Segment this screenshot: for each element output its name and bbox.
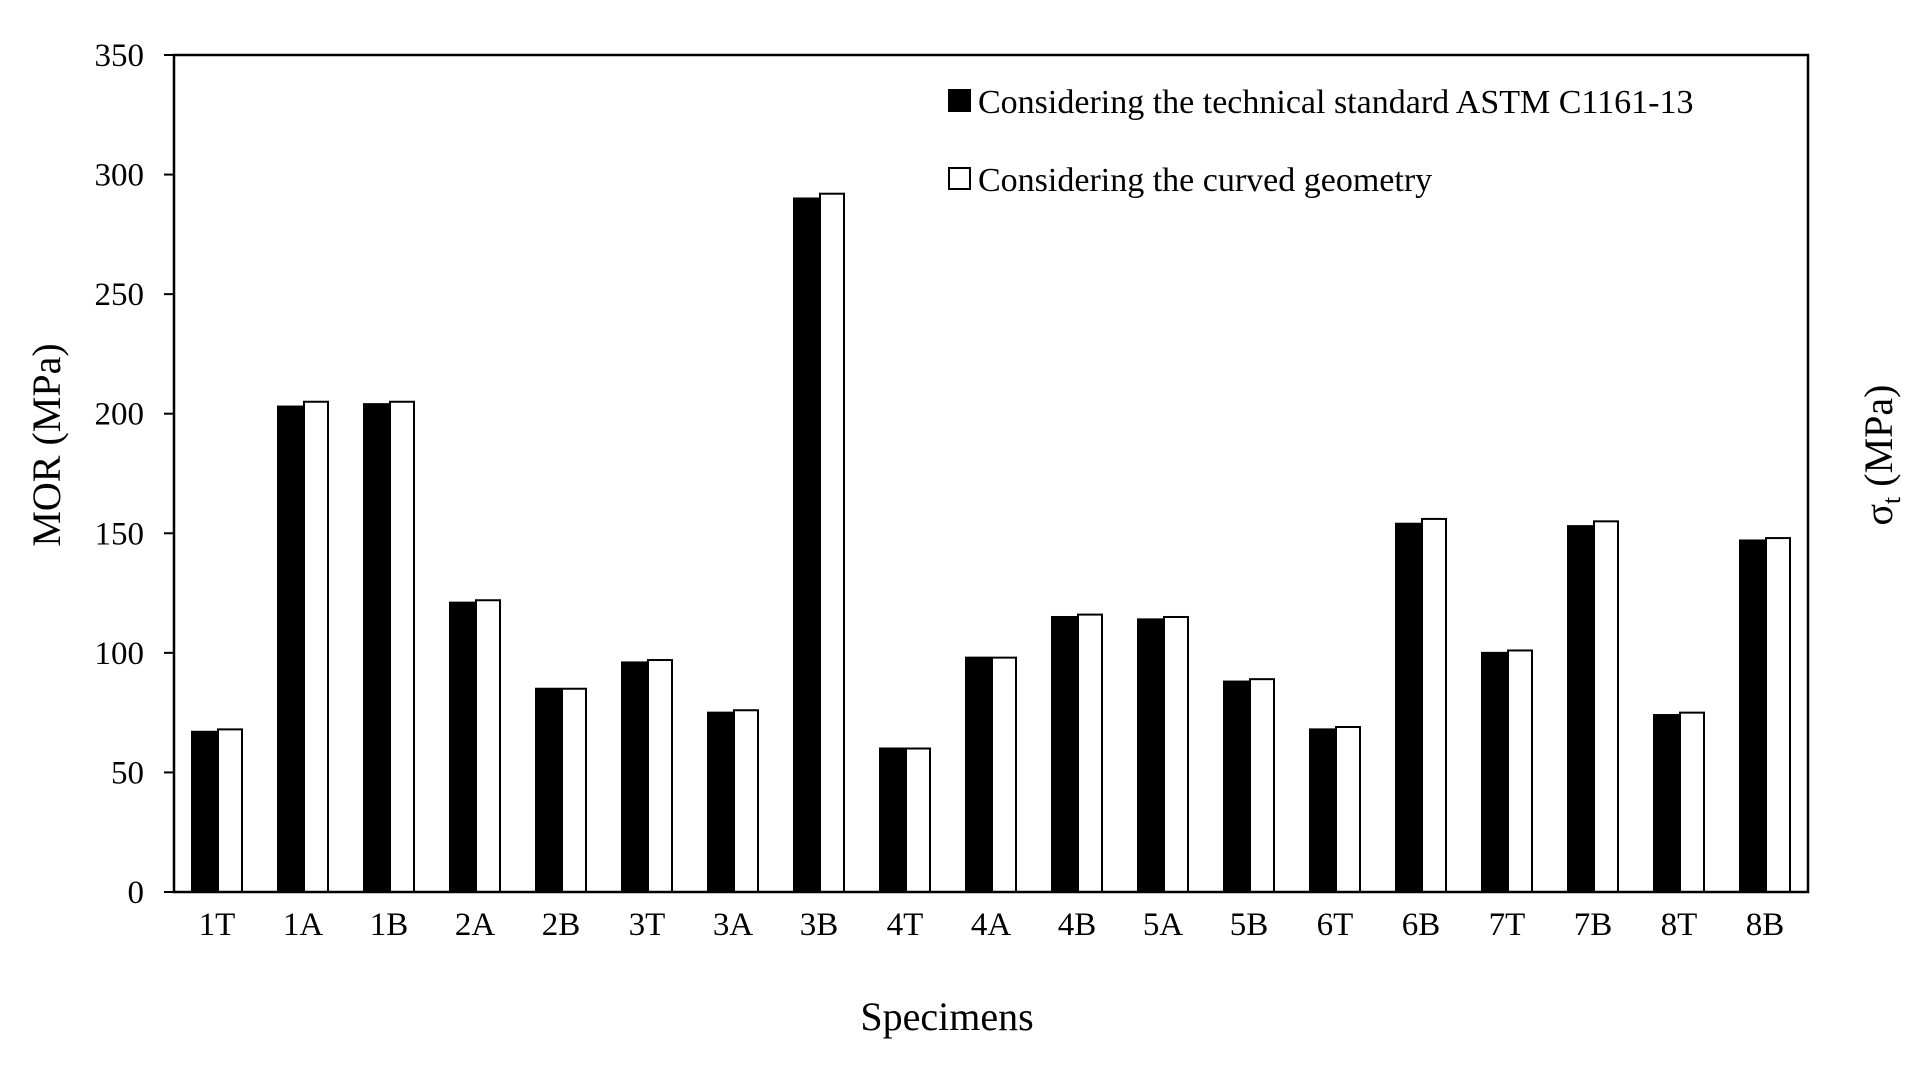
bar-astm [191,730,217,893]
plot-area-frame [172,53,1810,894]
x-tick-label: 7B [1574,907,1613,943]
bar-curved [905,747,931,893]
bar-astm [707,711,733,894]
bar-curved [1163,615,1189,893]
x-tick-label: 3B [800,907,839,943]
bars [191,192,1791,894]
bar-curved [819,192,845,893]
bar-curved [1249,678,1275,893]
legend-label-astm: Considering the technical standard ASTM … [978,84,1693,121]
right-axis-subscript: t [1877,496,1906,504]
right-axis-symbol: σ [1856,504,1901,526]
x-tick-label: 4A [971,907,1012,943]
bar-astm [879,747,905,893]
bar-curved [1765,537,1791,893]
y-tick-label: 250 [95,277,145,313]
legend-swatch-curved [948,167,971,190]
x-tick-label: 6T [1317,907,1354,943]
bar-astm [449,601,475,893]
x-tick-label: 4B [1058,907,1097,943]
bar-astm [1137,618,1163,893]
bar-curved [647,659,673,893]
x-tick-label: 7T [1489,907,1526,943]
bar-curved [733,709,759,893]
x-tick-label: 4T [887,907,924,943]
legend: Considering the technical standard ASTM … [948,84,1693,199]
x-tick-label: 2A [455,907,496,943]
bar-astm [1309,728,1335,894]
bar-curved [1077,613,1103,893]
bar-curved [1421,517,1447,893]
bar-astm [1481,651,1507,893]
x-tick-label: 3A [713,907,754,943]
bar-curved [1593,520,1619,893]
right-axis-unit: (MPa) [1856,384,1901,486]
bar-astm [621,661,647,893]
x-axis: 1T 1A 1B 2A 2B 3T 3A 3B 4T 4A 4B 5A 5B 6T 6B 7T 7B 8T 8B [199,907,1785,943]
x-tick-label: 2B [542,907,581,943]
bar-curved [1679,711,1705,894]
y-axis: 0 50 100 150 200 250 300 350 [95,38,174,911]
bar-astm [535,687,561,893]
bar-curved [389,400,415,893]
bar-curved [217,728,243,894]
bar-curved [475,599,501,893]
x-tick-label: 1B [370,907,409,943]
y-tick-label: 300 [95,158,145,194]
bar-astm [793,197,819,893]
bar-curved [1335,725,1361,894]
bar-astm [1051,615,1077,893]
bar-astm [277,405,303,893]
x-tick-label: 5B [1230,907,1269,943]
y-tick-label: 100 [95,636,145,672]
bar-astm [965,656,991,894]
bar-astm [1223,680,1249,893]
bar-curved [1507,649,1533,893]
y-tick-label: 150 [95,516,145,552]
bar-astm [1653,714,1679,894]
x-tick-label: 6B [1402,907,1441,943]
bar-astm [1395,522,1421,893]
y-tick-label: 0 [128,875,145,911]
right-axis-title: σt (MPa) [1856,384,1906,525]
bar-curved [991,656,1017,894]
bar-astm [1567,525,1593,894]
x-tick-label: 8B [1746,907,1785,943]
y-tick-label: 350 [95,38,145,74]
y-tick-label: 50 [111,755,144,791]
legend-label-curved: Considering the curved geometry [978,162,1432,199]
bar-curved [561,687,587,893]
x-tick-label: 5A [1143,907,1184,943]
x-axis-title: Specimens [860,994,1033,1039]
y-tick-label: 200 [95,397,145,433]
bar-astm [363,403,389,893]
legend-swatch-astm [948,89,971,112]
x-tick-label: 8T [1661,907,1698,943]
x-tick-label: 1T [199,907,236,943]
y-axis-title: MOR (MPa) [24,343,69,546]
x-tick-label: 3T [629,907,666,943]
x-tick-label: 1A [283,907,324,943]
bar-curved [303,400,329,893]
bar-astm [1739,539,1765,894]
